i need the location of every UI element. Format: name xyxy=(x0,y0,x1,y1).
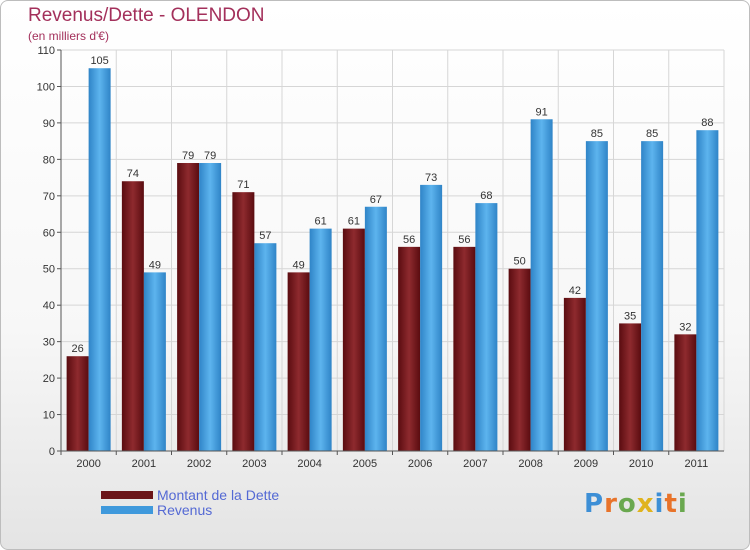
data-label-dette: 50 xyxy=(514,256,526,268)
data-label-dette: 61 xyxy=(348,216,360,228)
x-tick-label: 2000 xyxy=(76,458,100,470)
data-label-dette: 56 xyxy=(458,234,470,246)
legend-item-revenus: Revenus xyxy=(101,501,279,518)
y-tick-label: 0 xyxy=(49,446,55,458)
bar-dette xyxy=(674,334,697,451)
bar-revenus xyxy=(309,228,332,451)
y-tick-label: 20 xyxy=(43,373,55,385)
axes: 0 10 20 30 40 50 60 70 80 90 100 110 2000 2001 2002 200… xyxy=(37,45,724,470)
bar-revenus xyxy=(143,272,166,451)
data-label-dette: 79 xyxy=(182,150,194,162)
bar-dette xyxy=(66,356,89,451)
data-label-revenus: 68 xyxy=(480,190,492,202)
x-tick-label: 2010 xyxy=(629,458,653,470)
bar-revenus xyxy=(199,163,222,451)
legend-swatch-revenus xyxy=(101,505,153,514)
data-label-revenus: 79 xyxy=(204,150,216,162)
data-label-dette: 74 xyxy=(127,168,139,180)
grid-lines xyxy=(60,49,725,452)
data-label-dette: 26 xyxy=(72,343,84,355)
bar-dette xyxy=(453,246,476,451)
x-tick-label: 2003 xyxy=(242,458,266,470)
bar-revenus xyxy=(475,203,498,451)
chart-title: Revenus/Dette - OLENDON xyxy=(28,5,265,26)
bar-revenus xyxy=(364,206,387,451)
data-label-revenus: 67 xyxy=(370,194,382,206)
x-tick-label: 2007 xyxy=(463,458,487,470)
x-tick-label: 2011 xyxy=(685,458,709,470)
y-tick-label: 40 xyxy=(43,300,55,312)
legend-item-dette: Montant de la Dette xyxy=(101,486,280,503)
bar-dette xyxy=(563,297,586,451)
bar-revenus xyxy=(254,243,277,451)
data-label-revenus: 85 xyxy=(591,128,603,140)
y-tick-label: 90 xyxy=(43,118,55,130)
bar-dette xyxy=(619,323,642,451)
data-label-revenus: 73 xyxy=(425,172,437,184)
bar-dette xyxy=(398,246,421,451)
x-tick-label: 2004 xyxy=(297,458,321,470)
y-tick-label: 10 xyxy=(43,410,55,422)
bar-revenus xyxy=(530,119,553,451)
data-label-dette: 56 xyxy=(403,234,415,246)
bar-dette xyxy=(177,163,200,451)
bar-dette xyxy=(232,192,255,451)
data-label-revenus: 91 xyxy=(536,106,548,118)
data-label-dette: 42 xyxy=(569,285,581,297)
y-tick-label: 60 xyxy=(43,227,55,239)
x-tick-label: 2006 xyxy=(408,458,432,470)
bar-revenus xyxy=(641,141,664,452)
bar-dette xyxy=(121,181,144,451)
data-label-revenus: 61 xyxy=(315,216,327,228)
bar-revenus xyxy=(88,68,111,452)
bar-dette xyxy=(342,228,365,451)
data-label-revenus: 49 xyxy=(149,259,161,271)
y-tick-label: 110 xyxy=(37,45,55,57)
data-label-revenus: 57 xyxy=(259,230,271,242)
data-labels: 26 105 74 49 79 79 71 57 49 61 61 67 56 73 56 68 50 91 42 8… xyxy=(72,55,714,355)
x-tick-label: 2005 xyxy=(353,458,377,470)
chart-subtitle: (en milliers d'€) xyxy=(28,29,109,43)
x-tick-label: 2002 xyxy=(187,458,211,470)
bar-dette xyxy=(287,272,310,451)
x-tick-label: 2009 xyxy=(574,458,598,470)
proxiti-logo: Proxiti xyxy=(584,489,688,519)
legend-label-dette: Montant de la Dette xyxy=(157,486,280,503)
bars xyxy=(66,68,719,452)
y-tick-label: 30 xyxy=(43,337,55,349)
data-label-revenus: 85 xyxy=(646,128,658,140)
bar-revenus xyxy=(696,130,719,451)
bar-dette xyxy=(508,268,531,451)
y-tick-label: 50 xyxy=(43,264,55,276)
x-tick-label: 2008 xyxy=(518,458,542,470)
y-tick-label: 80 xyxy=(43,154,55,166)
data-label-dette: 35 xyxy=(624,310,636,322)
legend-label-revenus: Revenus xyxy=(157,501,213,518)
y-tick-label: 100 xyxy=(37,81,55,93)
data-label-dette: 71 xyxy=(237,179,249,191)
legend-swatch-dette xyxy=(101,490,153,499)
data-label-dette: 49 xyxy=(293,259,305,271)
y-tick-label: 70 xyxy=(43,191,55,203)
bar-revenus xyxy=(585,141,608,452)
data-label-revenus: 88 xyxy=(701,117,713,129)
data-label-revenus: 105 xyxy=(90,55,108,67)
data-label-dette: 32 xyxy=(679,321,691,333)
bar-revenus xyxy=(420,184,443,451)
legend: Montant de la Dette Revenus xyxy=(101,486,280,518)
x-tick-label: 2001 xyxy=(132,458,156,470)
